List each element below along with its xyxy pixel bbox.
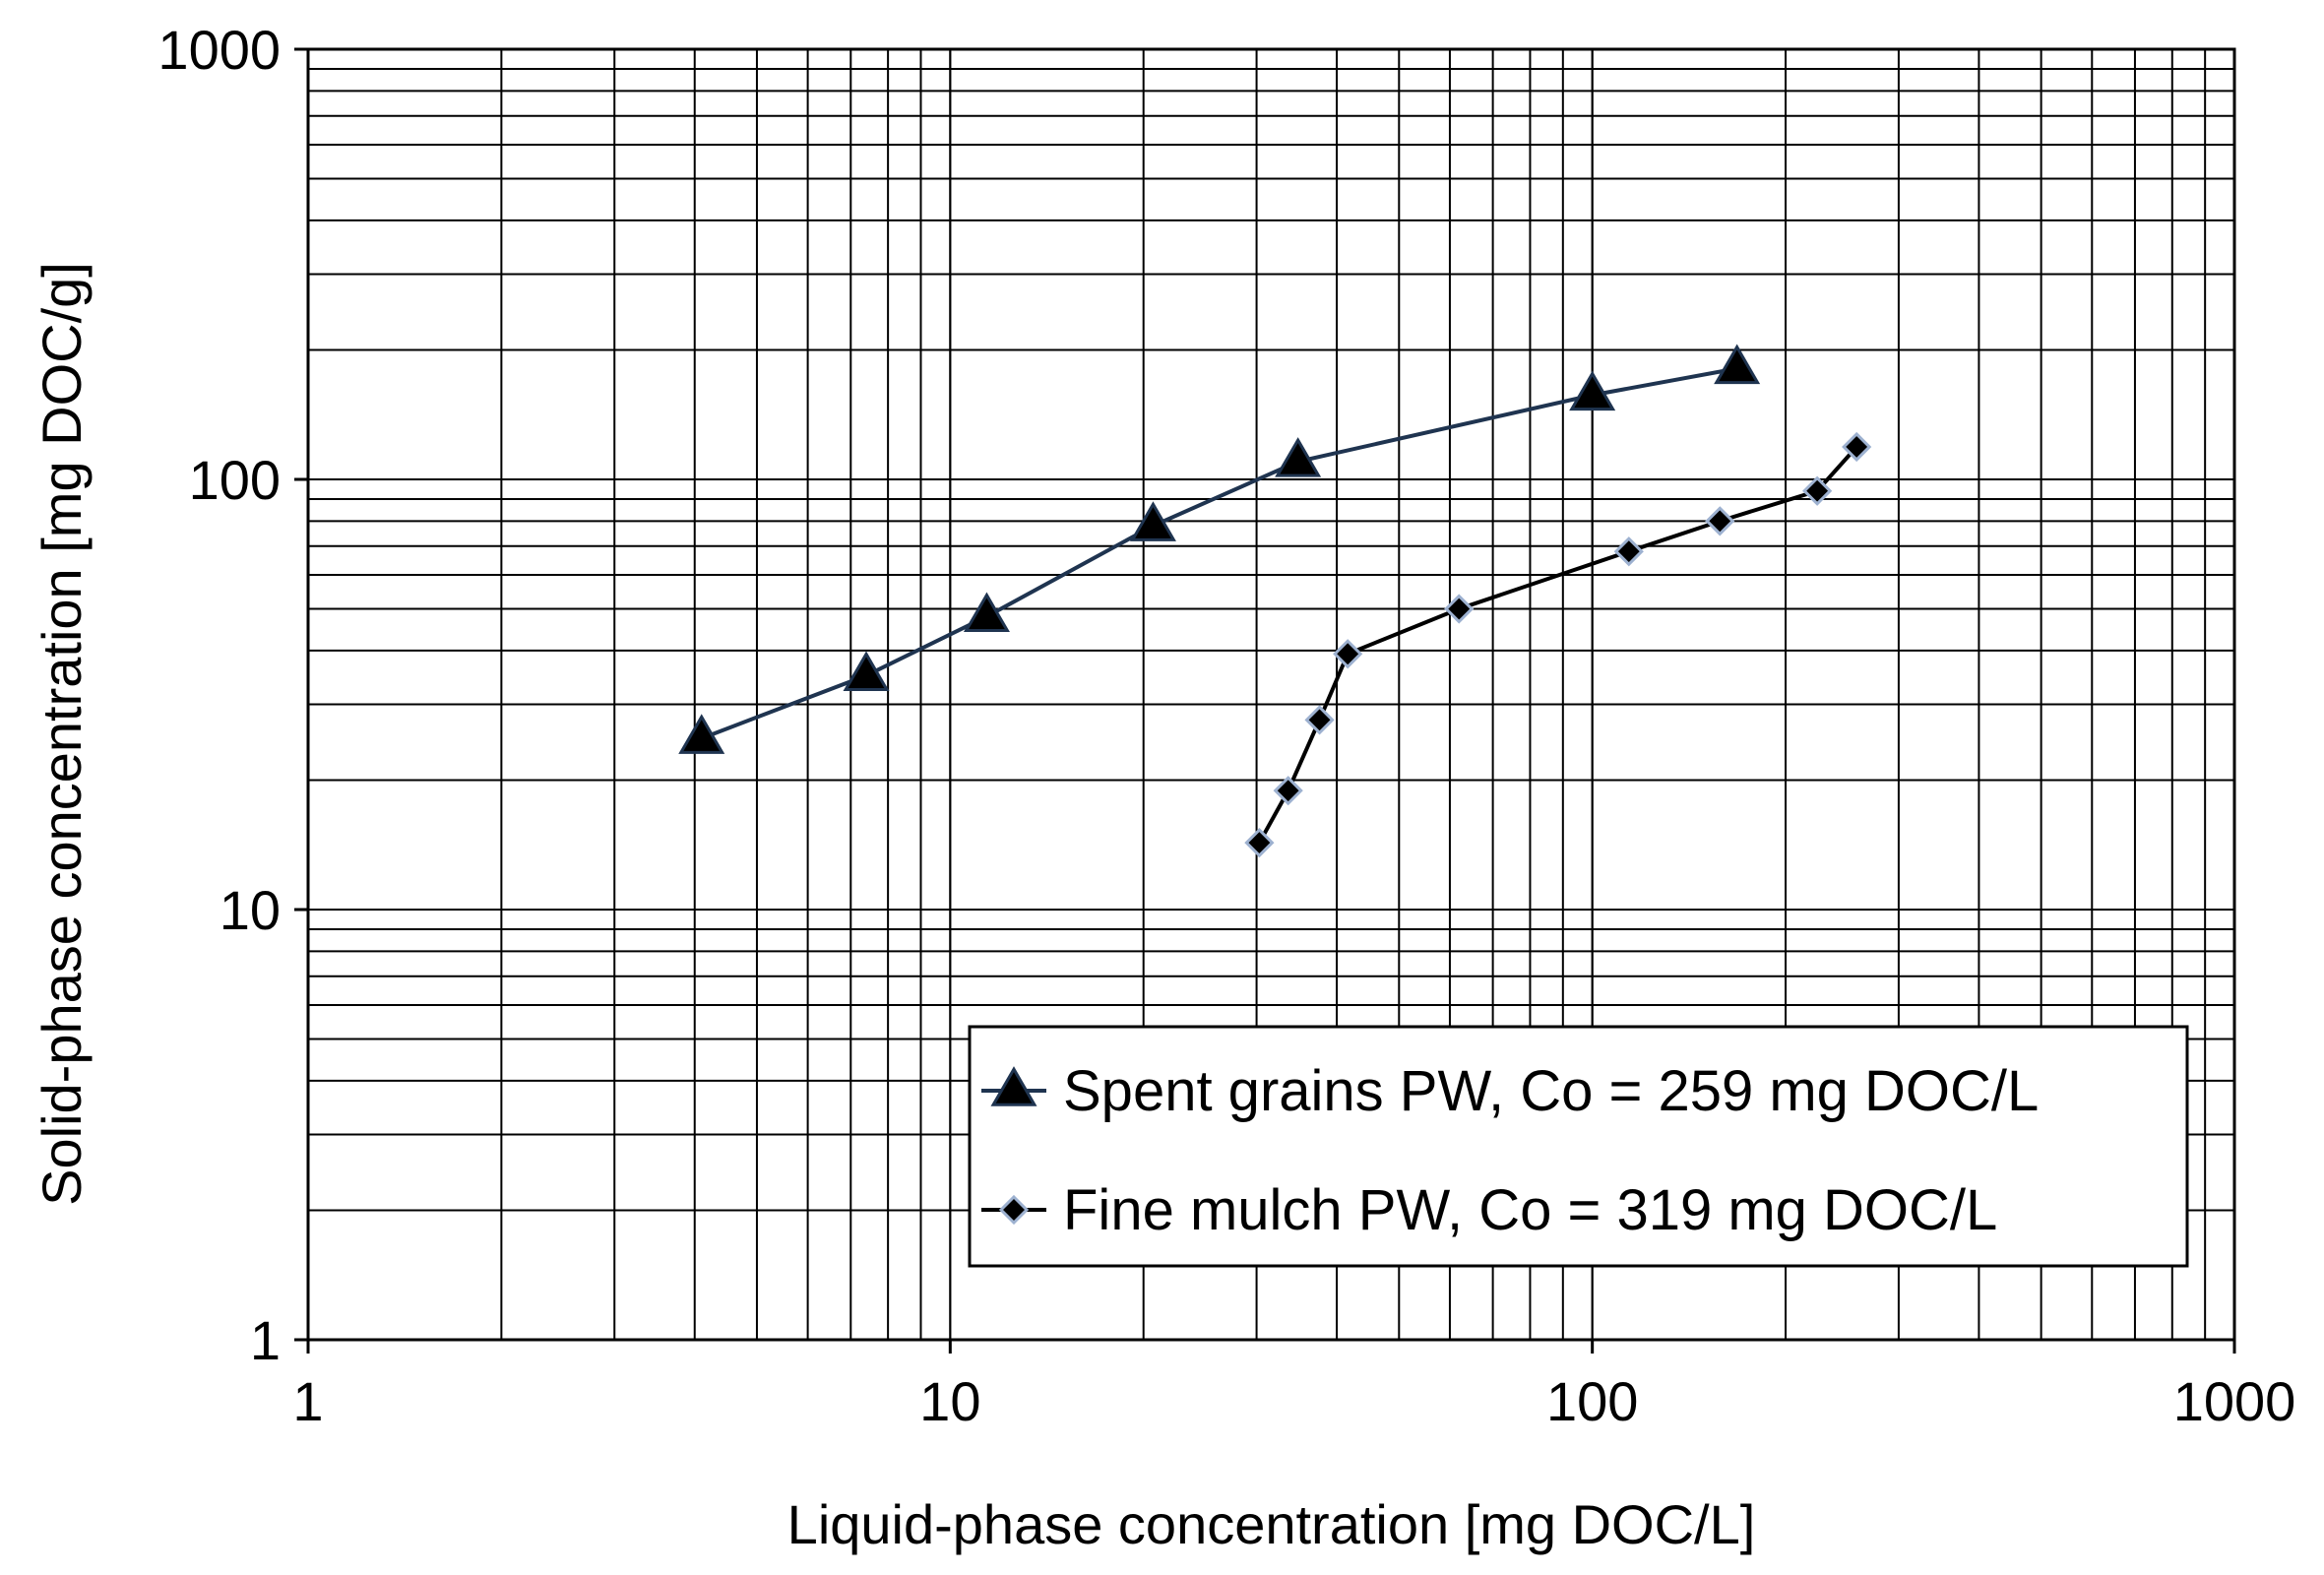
data-point bbox=[1444, 594, 1475, 624]
x-tick-label: 10 bbox=[919, 1370, 980, 1432]
series-layer bbox=[678, 344, 1872, 858]
data-point bbox=[1842, 431, 1872, 463]
x-tick-label: 100 bbox=[1546, 1370, 1638, 1432]
legend-label: Spent grains PW, Co = 259 mg DOC/L bbox=[1063, 1059, 2039, 1123]
data-point bbox=[1333, 639, 1363, 669]
data-point bbox=[1569, 370, 1616, 411]
y-tick-label: 1000 bbox=[157, 19, 281, 81]
y-tick-label: 100 bbox=[189, 449, 281, 511]
data-point bbox=[1275, 437, 1322, 477]
legend-marker bbox=[998, 1194, 1030, 1226]
y-tick-label: 1 bbox=[250, 1309, 281, 1371]
y-tick-label: 10 bbox=[220, 879, 281, 941]
legend-label: Fine mulch PW, Co = 319 mg DOC/L bbox=[1063, 1178, 1997, 1242]
data-point bbox=[678, 714, 725, 754]
series-1 bbox=[678, 344, 1761, 754]
y-axis-title: Solid-phase concentration [mg DOC/g] bbox=[31, 262, 93, 1206]
tick-labels: 1 10 100 1000 1 10 100 1000 bbox=[157, 19, 2295, 1432]
legend-entry: Fine mulch PW, Co = 319 mg DOC/L bbox=[981, 1178, 1997, 1242]
plot-area bbox=[306, 47, 2236, 1342]
data-point bbox=[1613, 536, 1644, 567]
data-point bbox=[1129, 501, 1176, 541]
data-point bbox=[963, 592, 1010, 633]
series-2 bbox=[1244, 431, 1872, 858]
x-tick-label: 1000 bbox=[2173, 1370, 2296, 1432]
data-point bbox=[1802, 475, 1833, 506]
data-point bbox=[843, 651, 890, 691]
legend-entry: Spent grains PW, Co = 259 mg DOC/L bbox=[981, 1059, 2039, 1123]
data-point bbox=[1714, 344, 1761, 385]
legend-marker bbox=[990, 1066, 1037, 1106]
data-point bbox=[1705, 506, 1735, 536]
x-tick-label: 1 bbox=[292, 1370, 323, 1432]
data-point bbox=[1244, 827, 1275, 858]
x-axis-title: Liquid-phase concentration [mg DOC/L] bbox=[787, 1493, 1756, 1555]
data-point bbox=[1273, 776, 1303, 806]
legend: Spent grains PW, Co = 259 mg DOC/L Fine m… bbox=[968, 1025, 2189, 1268]
data-point bbox=[1304, 705, 1335, 735]
legend-box bbox=[968, 1025, 2189, 1268]
